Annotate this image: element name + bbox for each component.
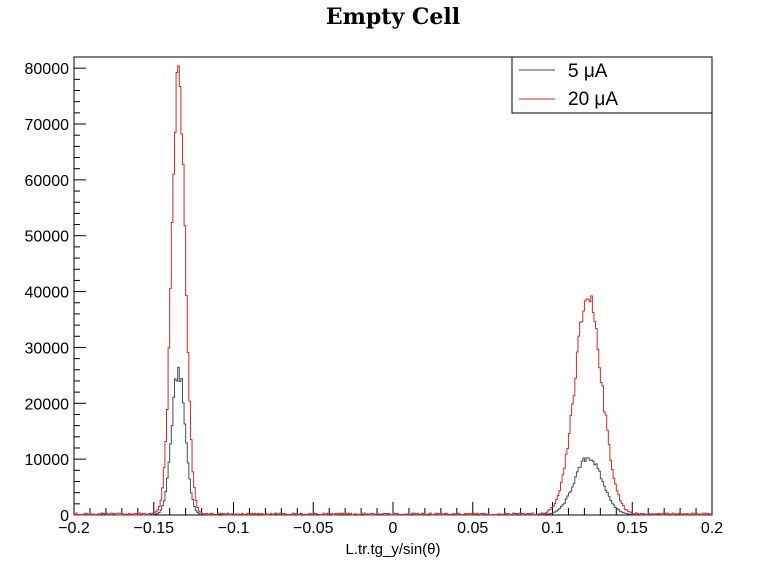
- y-tick-label: 80000: [25, 61, 70, 78]
- y-tick-label: 0: [60, 508, 69, 525]
- legend-box: [511, 56, 713, 114]
- x-tick-label: −0.15: [134, 520, 175, 537]
- x-tick-label: −0.1: [218, 520, 250, 537]
- y-tick-label: 30000: [25, 340, 70, 357]
- x-tick-label: 0.15: [617, 520, 648, 537]
- y-tick-label: 60000: [25, 173, 70, 190]
- legend-label-series-1: 20 μA: [568, 89, 618, 110]
- y-tick-label: 10000: [25, 452, 70, 469]
- y-tick-label: 20000: [25, 396, 70, 413]
- chart-title: Empty Cell: [326, 4, 460, 30]
- legend: 5 μA 20 μA: [511, 56, 713, 114]
- series-1-histogram: [73, 65, 712, 516]
- x-tick-label: 0: [389, 520, 398, 537]
- legend-label-series-0: 5 μA: [568, 61, 608, 82]
- x-axis-label: L.tr.tg_y/sin(θ): [345, 541, 440, 558]
- y-tick-label: 70000: [25, 117, 70, 134]
- x-tick-label: 0.1: [541, 520, 563, 537]
- x-tick-label: −0.2: [58, 520, 90, 537]
- x-tick-label: −0.05: [293, 520, 334, 537]
- y-tick-label: 50000: [25, 229, 70, 246]
- series-layer: [73, 65, 712, 516]
- y-axis: 0 10000 20000 30000 40000 50000 60000 70000 8000…: [25, 61, 86, 525]
- x-tick-label: 0.05: [457, 520, 488, 537]
- y-tick-label: 40000: [25, 285, 70, 302]
- x-tick-label: 0.2: [701, 520, 723, 537]
- series-0-histogram: [73, 366, 712, 516]
- x-axis: −0.2 −0.15 −0.1 −0.05 0 0.05 0.1 0.15 0.2: [58, 502, 723, 537]
